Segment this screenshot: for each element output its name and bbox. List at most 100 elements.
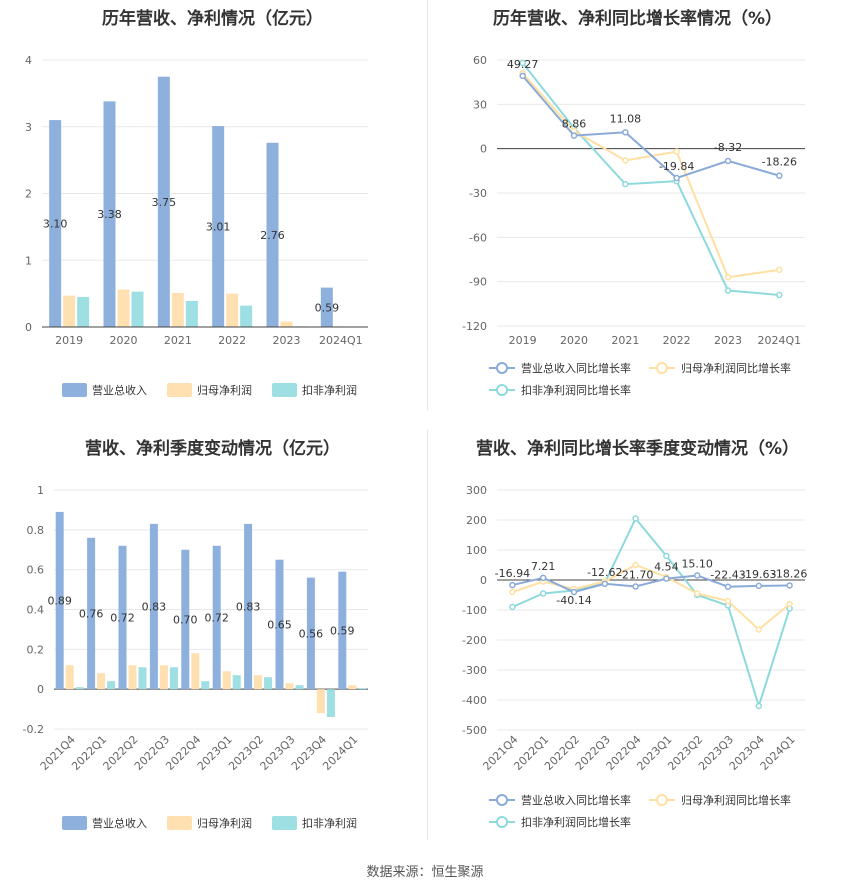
legend-label: 营业总收入 [92, 816, 147, 830]
bar [226, 293, 239, 327]
data-point [509, 603, 516, 611]
data-label: 3.38 [97, 208, 122, 221]
data-label: -19.63 [741, 568, 776, 581]
data-point [509, 581, 516, 589]
data-label: 7.21 [531, 560, 556, 573]
x-tick-label: 2023 [273, 334, 301, 347]
bar [338, 571, 347, 690]
data-point [776, 266, 783, 274]
y-tick-label: -300 [462, 664, 487, 677]
legend-swatch [62, 816, 87, 830]
bar [97, 673, 106, 690]
bar [55, 511, 64, 690]
data-label: -12.62 [587, 566, 622, 579]
quarterly-growth-line-chart: 300 200 100 0 -100 -200 -300 -400 -500 -16.947.21… [462, 484, 807, 829]
data-point [622, 129, 629, 136]
data-label: 0.72 [110, 611, 135, 624]
data-point [663, 575, 670, 582]
bar [118, 545, 127, 690]
data-label: -19.84 [659, 160, 694, 173]
data-label: 0.76 [79, 607, 104, 620]
data-label: 0.72 [204, 611, 229, 624]
bar [320, 287, 333, 327]
legend-label: 归母净利润同比增长率 [681, 793, 791, 807]
annual-growth-line-chart: 60 30 0 -30 -60 -90 -120 49.27 8.86 11.08 -19.84 -8… [462, 54, 805, 397]
legend-label: 归母净利润同比增长率 [681, 361, 791, 375]
legend-swatch [496, 816, 508, 828]
vertical-divider [427, 430, 428, 840]
quarterly-growth-panel: 营收、净利同比增长率季度变动情况（%） 300 200 100 0 -100 -200 -3… [425, 428, 850, 853]
bar [63, 295, 76, 327]
data-label: 11.08 [610, 112, 642, 125]
data-label: 4.54 [654, 561, 679, 574]
bar [280, 321, 293, 327]
legend-label: 扣非净利润 [302, 383, 357, 397]
bar [232, 675, 241, 690]
bar [103, 101, 116, 327]
bar [316, 689, 325, 714]
legend-swatch [496, 362, 508, 374]
data-point [570, 588, 578, 596]
data-point [601, 580, 609, 588]
legend-swatch [272, 383, 297, 397]
legend-swatch [656, 794, 668, 806]
series-line [521, 75, 780, 180]
chart-title: 营收、净利同比增长率季度变动情况（%） [475, 439, 800, 459]
y-tick-label: -30 [469, 187, 487, 200]
series-line [511, 516, 791, 710]
data-point [755, 626, 763, 633]
data-point [539, 574, 547, 582]
x-tick-label: 2021 [611, 334, 639, 347]
legend-label: 扣非净利润同比增长率 [521, 383, 631, 397]
data-label: 8.86 [562, 118, 587, 131]
y-tick-label: 30 [473, 98, 487, 111]
legend-label: 扣非净利润 [302, 816, 357, 830]
bar [275, 559, 284, 690]
bar [159, 665, 168, 690]
chart-title: 历年营收、净利同比增长率情况（%） [492, 9, 783, 29]
data-label: 3.75 [152, 196, 177, 209]
data-label: 3.01 [206, 221, 231, 234]
data-point [622, 157, 629, 164]
data-label: 0.83 [236, 601, 261, 614]
legend-label: 归母净利润 [197, 383, 252, 397]
data-label: 2.76 [260, 229, 285, 242]
annual-growth-panel: 历年营收、净利同比增长率情况（%） 60 30 0 -30 -60 -90 -120 49.2… [425, 0, 850, 420]
legend-swatch [167, 383, 192, 397]
data-point [724, 583, 732, 590]
annual-bar-chart: 0 1 2 3 4 3.10 3.38 3.75 3.01 2.76 0.59 2019 2020 202… [25, 54, 368, 397]
data-point [755, 582, 763, 590]
data-point [673, 174, 680, 182]
bar [254, 675, 263, 690]
bar [358, 688, 367, 690]
bar [138, 667, 147, 690]
data-point [693, 572, 701, 579]
legend-label: 营业总收入 [92, 383, 147, 397]
y-tick-label: -60 [469, 231, 487, 244]
bar [348, 685, 357, 690]
vertical-divider [427, 0, 428, 410]
data-point [509, 588, 516, 596]
bar [244, 523, 253, 690]
data-label: -16.94 [495, 567, 530, 580]
bar [157, 76, 170, 327]
x-tick-label: 2024Q1 [320, 733, 360, 773]
chart-title: 历年营收、净利情况（亿元） [102, 9, 323, 29]
y-tick-label: 3 [25, 121, 32, 134]
bar [77, 296, 90, 327]
y-tick-label: -500 [462, 724, 487, 737]
x-tick-label: 2024Q1 [319, 334, 363, 347]
data-label: 15.10 [681, 557, 713, 570]
bar [185, 300, 198, 327]
data-point [632, 561, 639, 569]
data-point [539, 590, 547, 597]
data-point [663, 552, 670, 560]
data-label: 0.65 [267, 618, 292, 631]
data-point [776, 291, 783, 299]
bar [264, 677, 273, 690]
bar [285, 683, 294, 690]
data-point [519, 72, 526, 80]
data-label: -21.70 [618, 569, 653, 582]
data-point [786, 582, 793, 589]
y-tick-label: 0.8 [27, 524, 45, 537]
